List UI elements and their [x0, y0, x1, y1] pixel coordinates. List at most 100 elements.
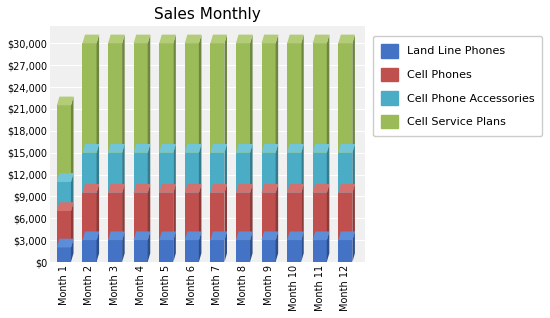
Polygon shape	[134, 232, 150, 240]
Polygon shape	[199, 232, 201, 262]
Polygon shape	[224, 184, 227, 240]
Polygon shape	[173, 184, 176, 240]
Polygon shape	[338, 232, 355, 240]
Polygon shape	[185, 43, 199, 153]
Polygon shape	[82, 184, 99, 193]
Polygon shape	[210, 184, 227, 193]
Polygon shape	[148, 144, 150, 193]
Polygon shape	[108, 193, 122, 240]
Polygon shape	[57, 239, 74, 247]
Polygon shape	[82, 35, 99, 43]
Polygon shape	[57, 105, 71, 182]
Polygon shape	[287, 35, 304, 43]
Polygon shape	[173, 232, 176, 262]
Polygon shape	[250, 232, 252, 262]
Polygon shape	[287, 43, 301, 153]
Polygon shape	[313, 144, 329, 153]
Polygon shape	[236, 43, 250, 153]
Polygon shape	[338, 184, 355, 193]
Polygon shape	[338, 144, 355, 153]
Polygon shape	[57, 173, 74, 182]
Polygon shape	[134, 153, 148, 193]
Polygon shape	[301, 232, 304, 262]
Polygon shape	[108, 35, 125, 43]
Polygon shape	[287, 144, 304, 153]
Polygon shape	[108, 232, 125, 240]
Polygon shape	[134, 240, 148, 262]
Polygon shape	[327, 184, 329, 240]
Polygon shape	[236, 153, 250, 193]
Polygon shape	[82, 232, 99, 240]
Polygon shape	[97, 232, 99, 262]
Polygon shape	[134, 35, 150, 43]
Polygon shape	[327, 35, 329, 153]
Polygon shape	[185, 240, 199, 262]
Polygon shape	[134, 184, 150, 193]
Polygon shape	[210, 240, 224, 262]
Polygon shape	[262, 184, 278, 193]
Polygon shape	[210, 153, 224, 193]
Polygon shape	[276, 184, 278, 240]
Polygon shape	[250, 144, 252, 193]
Polygon shape	[301, 35, 304, 153]
Polygon shape	[236, 144, 252, 153]
Polygon shape	[236, 240, 250, 262]
Polygon shape	[185, 144, 201, 153]
Polygon shape	[210, 35, 227, 43]
Polygon shape	[122, 144, 125, 193]
Polygon shape	[108, 240, 122, 262]
Polygon shape	[148, 35, 150, 153]
Polygon shape	[236, 184, 252, 193]
Polygon shape	[313, 43, 327, 153]
Polygon shape	[122, 184, 125, 240]
Polygon shape	[250, 184, 252, 240]
Polygon shape	[301, 144, 304, 193]
Polygon shape	[199, 35, 201, 153]
Polygon shape	[82, 153, 97, 193]
Polygon shape	[236, 193, 250, 240]
Polygon shape	[185, 232, 201, 240]
Polygon shape	[159, 240, 173, 262]
Polygon shape	[262, 35, 278, 43]
Polygon shape	[210, 193, 224, 240]
Polygon shape	[97, 184, 99, 240]
Legend: Land Line Phones, Cell Phones, Cell Phone Accessories, Cell Service Plans: Land Line Phones, Cell Phones, Cell Phon…	[373, 36, 542, 136]
Polygon shape	[82, 193, 97, 240]
Title: Sales Monthly: Sales Monthly	[154, 7, 261, 22]
Polygon shape	[159, 232, 176, 240]
Polygon shape	[301, 184, 304, 240]
Polygon shape	[287, 184, 304, 193]
Polygon shape	[287, 240, 301, 262]
Polygon shape	[134, 43, 148, 153]
Polygon shape	[262, 144, 278, 153]
Polygon shape	[210, 144, 227, 153]
Polygon shape	[327, 232, 329, 262]
Polygon shape	[224, 35, 227, 153]
Polygon shape	[82, 144, 99, 153]
Polygon shape	[71, 202, 74, 247]
Polygon shape	[57, 97, 74, 105]
Polygon shape	[71, 97, 74, 182]
Polygon shape	[287, 232, 304, 240]
Polygon shape	[250, 35, 252, 153]
Polygon shape	[82, 43, 97, 153]
Polygon shape	[159, 184, 176, 193]
Polygon shape	[57, 247, 71, 262]
Polygon shape	[82, 240, 97, 262]
Polygon shape	[185, 193, 199, 240]
Polygon shape	[71, 239, 74, 262]
Polygon shape	[276, 232, 278, 262]
Polygon shape	[159, 193, 173, 240]
Polygon shape	[224, 144, 227, 193]
Polygon shape	[327, 144, 329, 193]
Polygon shape	[148, 232, 150, 262]
Polygon shape	[159, 153, 173, 193]
Polygon shape	[122, 35, 125, 153]
Polygon shape	[199, 144, 201, 193]
Polygon shape	[122, 232, 125, 262]
Polygon shape	[159, 43, 173, 153]
Polygon shape	[71, 173, 74, 211]
Polygon shape	[57, 202, 74, 211]
Polygon shape	[262, 153, 276, 193]
Polygon shape	[108, 144, 125, 153]
